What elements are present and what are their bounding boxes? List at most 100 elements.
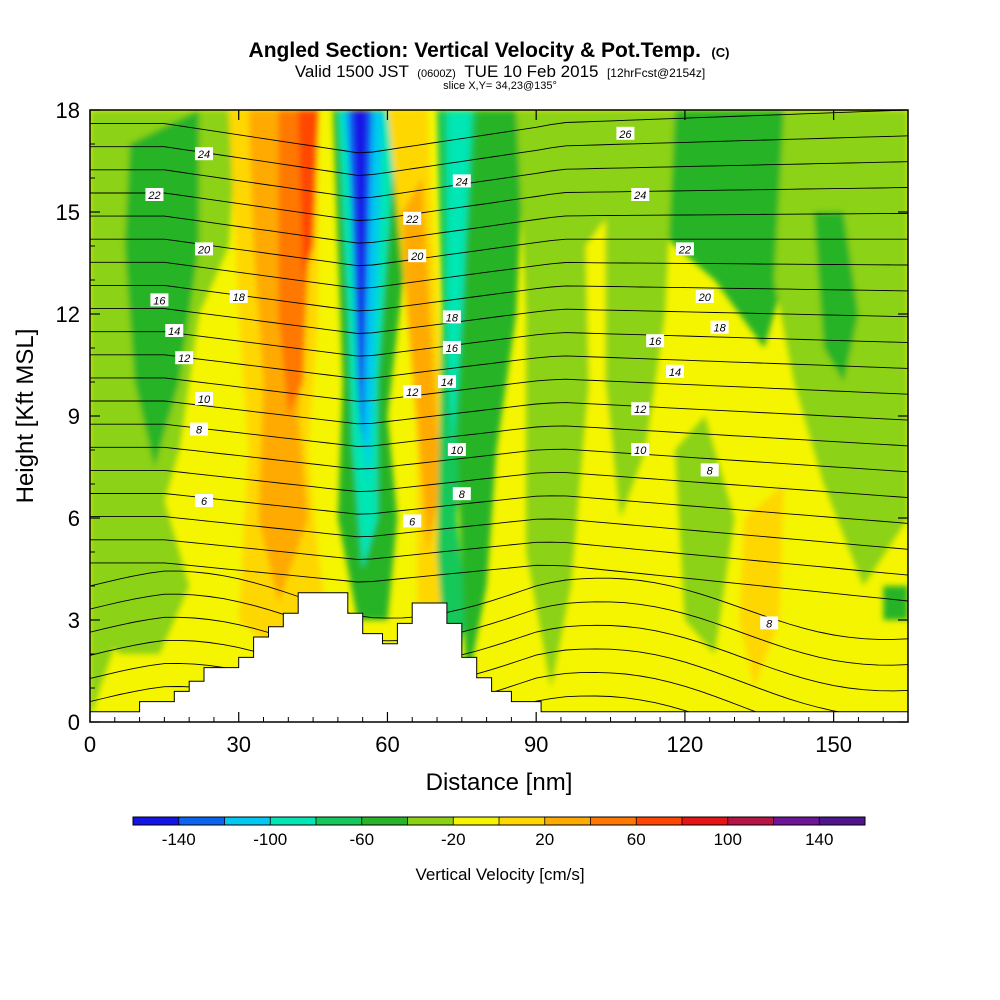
theta-contour-line <box>90 616 908 692</box>
colorbar-swatch <box>133 817 179 825</box>
contour-label: 16 <box>150 293 169 307</box>
contour-label: 8 <box>700 463 719 477</box>
colorbar-swatch <box>636 817 682 825</box>
colorbar-swatch <box>407 817 454 825</box>
contour-label: 24 <box>631 188 650 202</box>
contour-label: 8 <box>760 616 779 630</box>
contour-label-text: 24 <box>633 190 646 202</box>
colorbar-swatch <box>544 817 591 825</box>
contour-label-box <box>631 188 650 201</box>
field-region <box>298 110 319 280</box>
contour-label: 14 <box>665 364 684 379</box>
contour-label-text: 12 <box>634 404 646 416</box>
y-tick-label: 6 <box>68 506 80 531</box>
contour-label-box <box>675 242 694 256</box>
theta-contour-line <box>90 400 908 425</box>
contour-label-box <box>665 364 684 378</box>
contour-label: 12 <box>631 402 650 416</box>
colorbar-swatch <box>270 817 316 825</box>
theta-contour-line <box>90 354 908 380</box>
contour-label-text: 20 <box>197 244 211 256</box>
terrain <box>90 592 908 722</box>
contour-label: 22 <box>675 242 694 256</box>
contour-label: 20 <box>695 290 714 304</box>
contour-label-box <box>452 487 471 501</box>
contour-label-text: 22 <box>147 190 160 202</box>
contour-label: 16 <box>442 341 461 355</box>
y-tick-label: 0 <box>68 710 80 735</box>
contour-label: 20 <box>408 249 427 263</box>
contour-label-box <box>631 402 650 416</box>
colorbar-swatch <box>590 817 637 825</box>
field-region <box>883 586 908 620</box>
colorbar-swatch <box>819 817 865 825</box>
colorbar-tick-label: 140 <box>805 830 833 849</box>
y-axis-ticks: 0 3 6 9 12 15 18 <box>56 98 908 735</box>
contour-label-text: 18 <box>713 323 726 335</box>
contour-label-box <box>408 249 427 263</box>
contour-label: 16 <box>646 334 665 348</box>
contour-label-box <box>145 188 164 201</box>
contour-label-text: 8 <box>459 489 466 501</box>
contour-label-box <box>700 463 719 477</box>
contour-label: 8 <box>190 422 209 437</box>
theta-contour-line <box>90 161 908 199</box>
colorbar-swatch <box>316 817 362 825</box>
plot-area: 24 22 20 18 16 14 12 10 8 6 24 22 20 18 16 14 12 10 8 6 26 24… <box>90 110 908 722</box>
theta-contour-line <box>90 308 908 334</box>
contour-label-text: 10 <box>198 394 211 406</box>
colorbar-swatch <box>178 817 225 825</box>
contour-label-text: 8 <box>196 425 203 437</box>
y-tick-label: 12 <box>56 302 80 327</box>
contour-label-box <box>195 242 214 256</box>
contour-label-box <box>403 514 422 528</box>
contour-label-text: 22 <box>678 244 691 256</box>
contour-labels: 24 22 20 18 16 14 12 10 8 6 24 22 20 18 16 14 12 10 8 6 26 24… <box>145 126 779 630</box>
y-axis-label: Height [Kft MSL] <box>12 329 39 504</box>
field-region <box>446 110 472 450</box>
contour-label: 12 <box>403 385 422 399</box>
contour-label-box <box>175 351 194 365</box>
colorbar-tick-label: -60 <box>349 830 374 849</box>
contour-label: 22 <box>145 188 164 202</box>
colorbar-label: Vertical Velocity [cm/s] <box>415 865 584 884</box>
contour-label-box <box>760 616 779 630</box>
contour-label-text: 16 <box>153 295 166 307</box>
contour-label: 18 <box>229 290 248 304</box>
contour-label-box <box>631 443 650 456</box>
contour-label: 24 <box>195 147 214 161</box>
contour-label: 8 <box>452 487 471 501</box>
theta-contour-line <box>90 446 908 473</box>
y-tick-label: 3 <box>68 608 80 633</box>
contour-label-text: 14 <box>168 326 180 338</box>
colorbar-tick-label: 100 <box>714 830 742 849</box>
theta-contour-line <box>90 377 908 402</box>
theta-contour-line <box>90 593 908 666</box>
field-region <box>402 178 442 552</box>
contour-label-box <box>452 174 471 188</box>
contour-label: 12 <box>175 351 194 365</box>
contour-label-text: 18 <box>233 292 246 304</box>
colorbar-swatch <box>727 817 774 825</box>
contour-label-text: 20 <box>698 292 712 304</box>
theta-contour-line <box>90 516 908 550</box>
theta-contour-line <box>90 284 908 312</box>
colorbar-tick-label: -20 <box>441 830 466 849</box>
x-tick-label: 90 <box>524 732 548 757</box>
x-tick-label: 120 <box>667 732 704 757</box>
contour-label-box <box>437 375 456 388</box>
theta-contour-line <box>90 469 908 499</box>
contour-label: 18 <box>442 310 461 324</box>
theta-contour-line <box>90 212 908 244</box>
theta-contour-line <box>90 238 908 267</box>
contour-label: 22 <box>403 211 422 226</box>
contour-label: 26 <box>616 126 635 141</box>
theta-contour-line <box>90 331 908 357</box>
contour-label-box <box>403 385 422 399</box>
contour-label-text: 22 <box>405 214 418 226</box>
contour-label: 24 <box>452 174 471 188</box>
colorbar-swatch <box>773 817 820 825</box>
theta-contour-line <box>90 187 908 221</box>
contour-label-text: 24 <box>197 149 210 161</box>
colorbar-swatch <box>682 817 728 825</box>
